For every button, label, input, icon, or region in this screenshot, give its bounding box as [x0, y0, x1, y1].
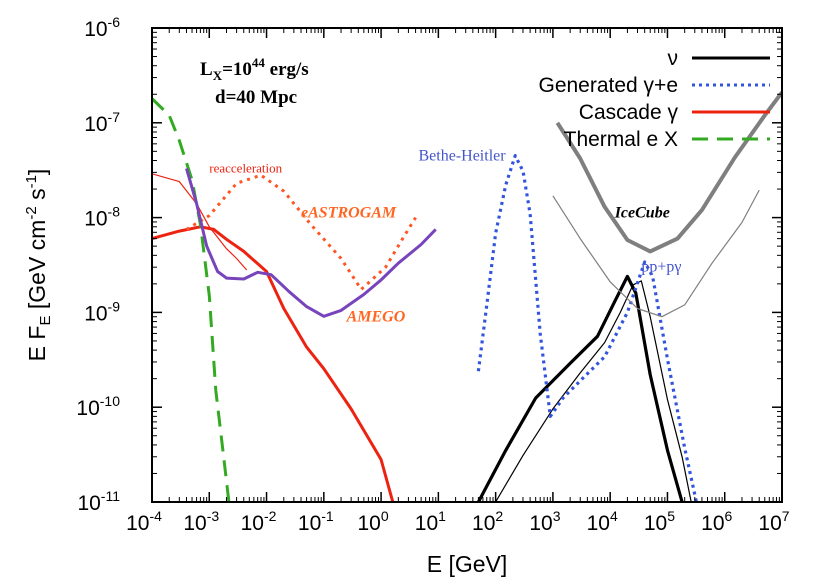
y-tick-label: 10-9: [84, 298, 120, 325]
x-tick-label: 10-4: [126, 508, 162, 535]
x-tick-label: 101: [415, 508, 446, 535]
series-line-4: [152, 173, 248, 271]
y-tick-label: 10-11: [77, 488, 120, 515]
info-box: LX=1044 erg/s d=40 Mpc: [200, 55, 309, 108]
x-tick-label: 103: [529, 508, 560, 535]
annotation-label-2: AMEGO: [346, 309, 406, 326]
annotation-label-0: reacceleration: [209, 160, 282, 175]
info-luminosity: LX=1044 erg/s: [200, 55, 309, 83]
x-tick-label: 100: [358, 508, 389, 535]
legend-label: Cascade γ: [579, 101, 679, 124]
y-tick-label: 10-7: [84, 109, 120, 136]
x-tick-label: 10-1: [298, 508, 334, 535]
annotation-layer: reacceleration eASTROGAM AMEGO Bethe-Heitle…: [209, 148, 681, 326]
annotation-label-1: eASTROGAM: [301, 205, 397, 222]
legend: ν Generated γ+e Cascade γ Thermal e X: [538, 47, 770, 151]
x-tick-label: 102: [472, 508, 503, 535]
y-tick-label: 10-6: [84, 14, 120, 41]
series-line-8: [555, 91, 782, 254]
plot-frame: [151, 27, 783, 503]
annotation-label-3: Bethe-Heitler: [419, 148, 507, 165]
legend-label: ν: [668, 47, 679, 70]
info-distance: d=40 Mpc: [215, 87, 297, 108]
series-line-7: [185, 167, 437, 318]
x-tick-label: 107: [758, 508, 789, 535]
x-tick-label: 106: [701, 508, 732, 535]
x-tick-label: 10-3: [183, 508, 219, 535]
series-layer: [152, 91, 782, 502]
legend-label: Thermal e X: [564, 128, 678, 151]
tick-layer: 10-4 10-3 10-2 10-1 100 101 102 103 104 105 106 107…: [76, 14, 789, 535]
series-line-0: [476, 274, 684, 502]
y-tick-label: 10-10: [76, 393, 120, 420]
x-tick-label: 104: [587, 508, 618, 535]
x-tick-label: 105: [644, 508, 675, 535]
legend-label: Generated γ+e: [538, 74, 678, 97]
series-line-9: [552, 189, 760, 318]
y-axis-label: E FE [GeV cm-2 s-1]: [23, 169, 54, 362]
y-tick-label: 10-8: [84, 204, 120, 231]
annotation-label-4: IceCube: [614, 205, 670, 222]
x-axis-label: E [GeV]: [427, 551, 508, 577]
annotation-label-5: pp+pγ: [641, 259, 681, 276]
x-tick-label: 10-2: [241, 508, 277, 535]
